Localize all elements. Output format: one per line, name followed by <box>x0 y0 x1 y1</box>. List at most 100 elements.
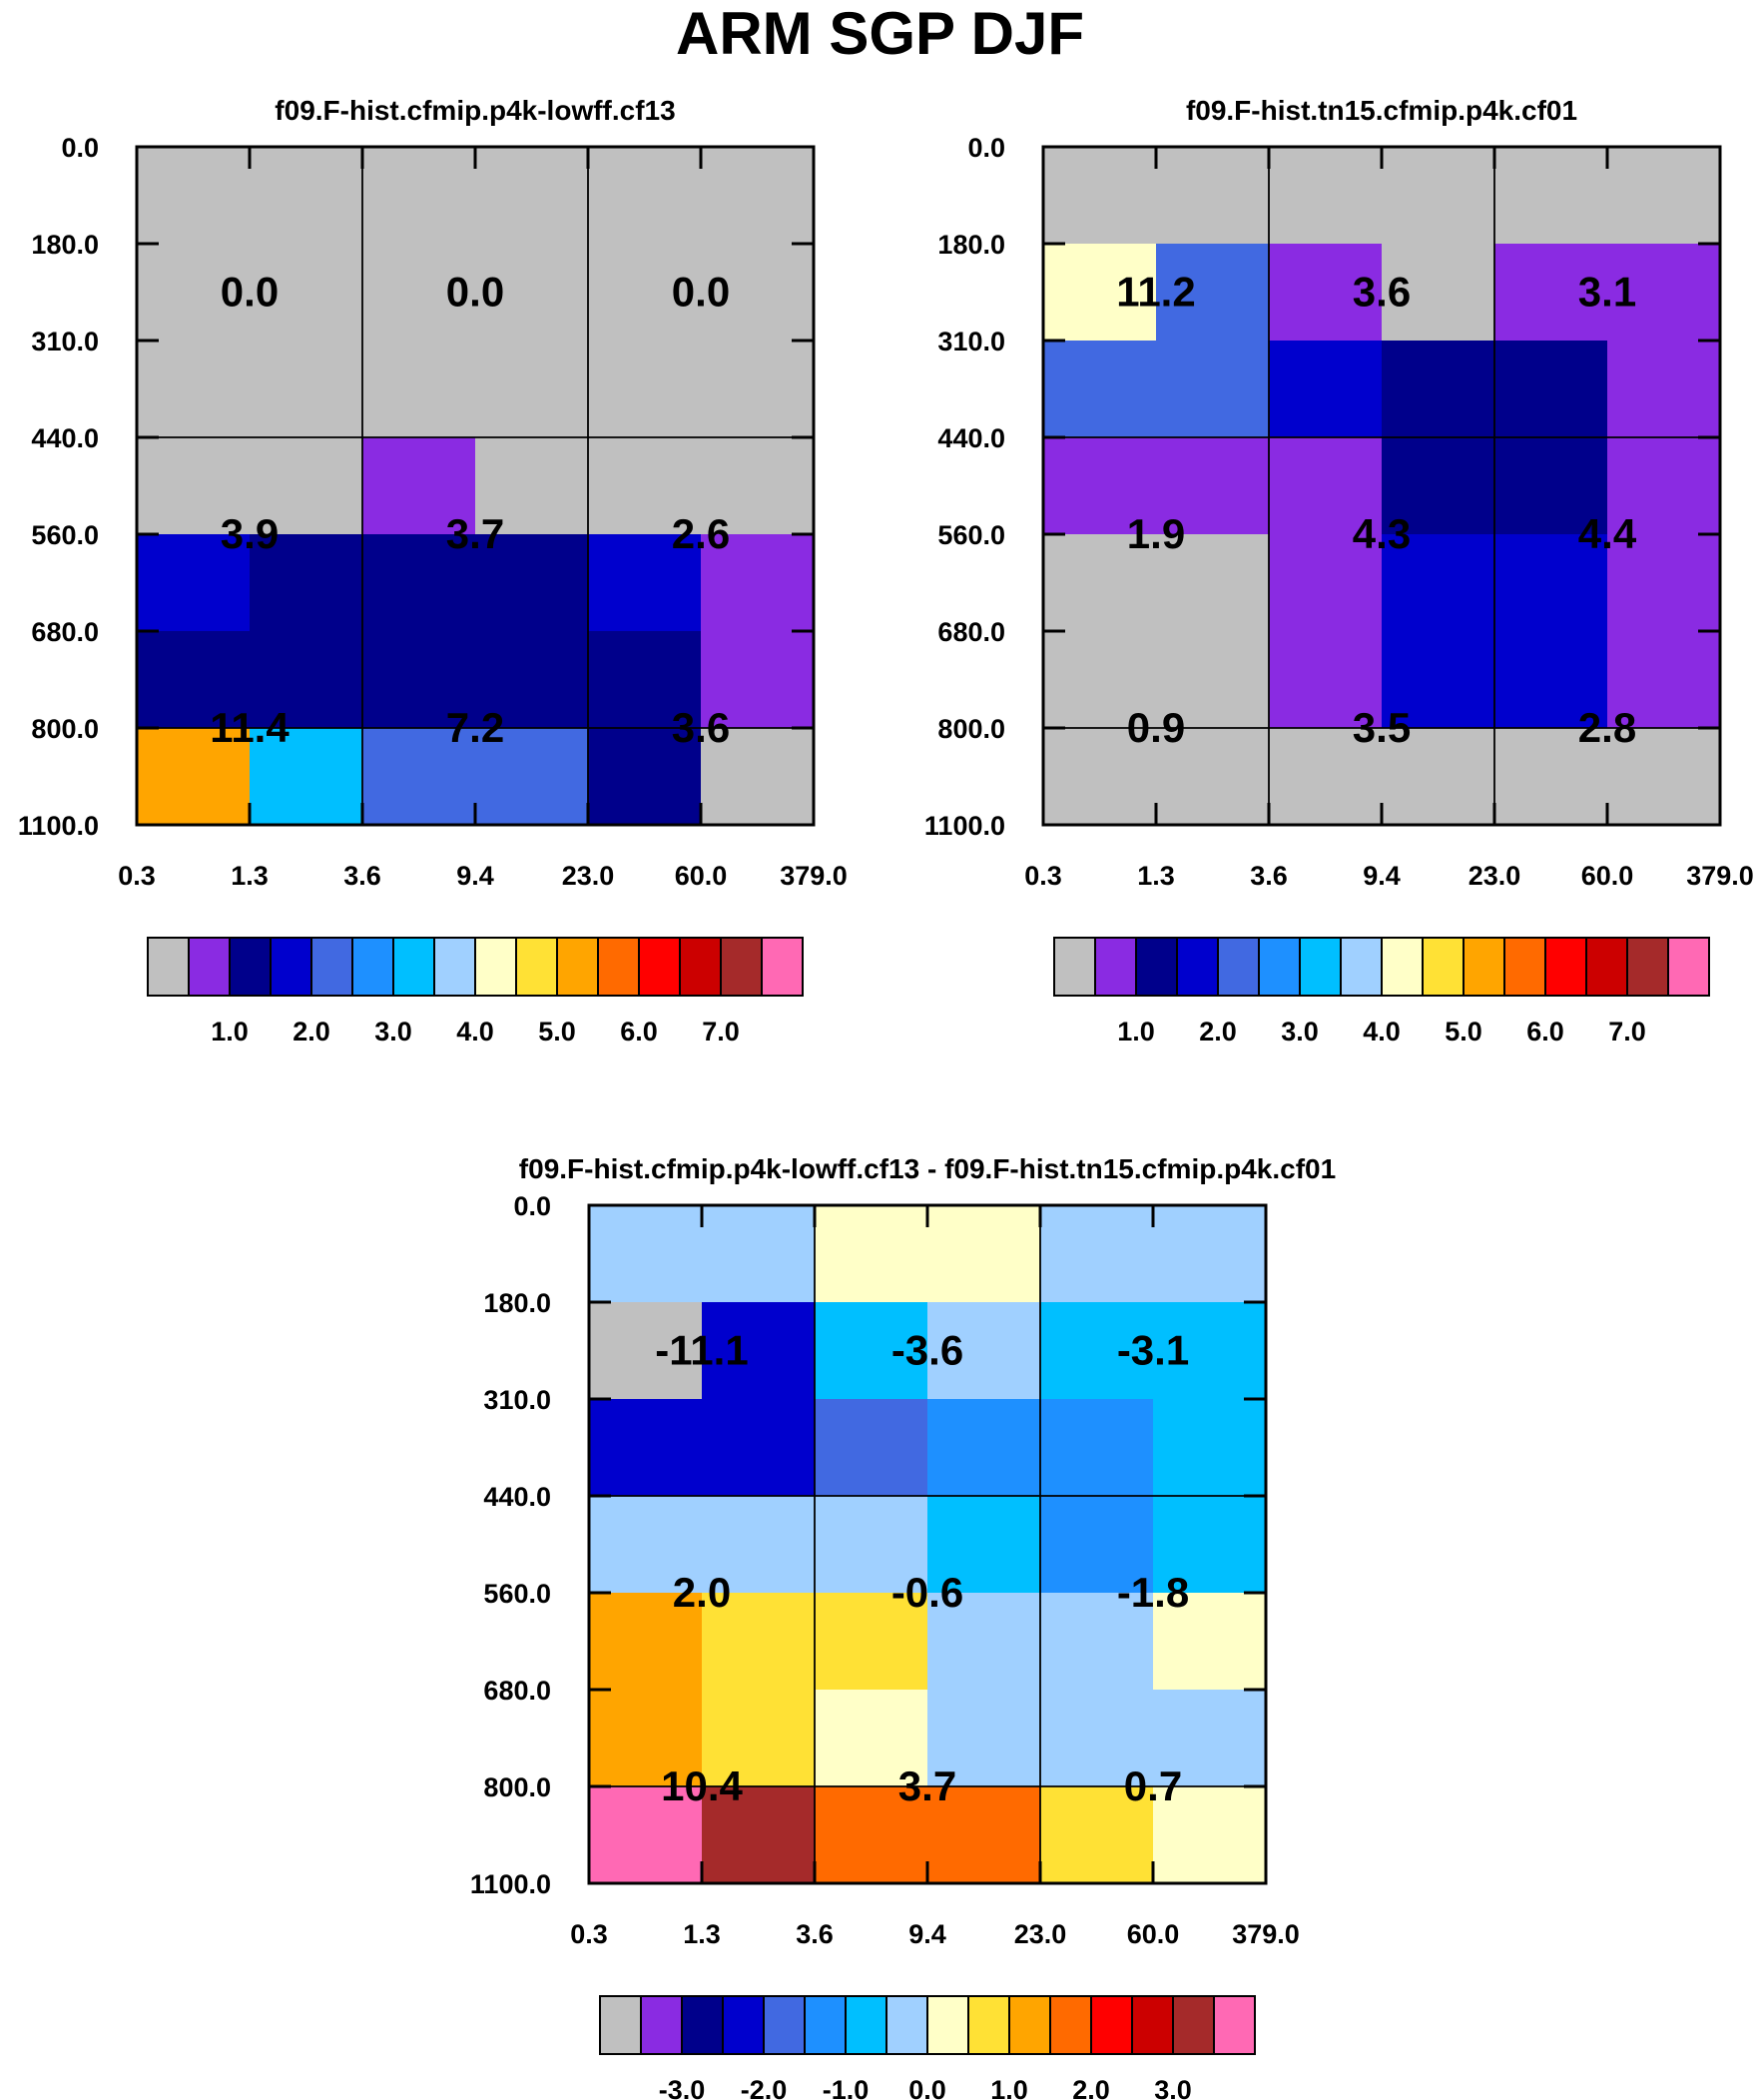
heatmap-cell <box>1153 1496 1267 1594</box>
colorbar-label: 2.0 <box>293 1017 330 1047</box>
heatmap-cell <box>588 534 702 632</box>
x-tick-label: 60.0 <box>1127 1919 1180 1949</box>
heatmap-cell <box>589 1302 703 1400</box>
panel-title: f09.F-hist.cfmip.p4k-lowff.cf13 <box>275 95 675 126</box>
heatmap-cell <box>362 631 476 729</box>
heatmap-cell <box>1043 728 1157 826</box>
colorbar-label: 3.0 <box>374 1017 412 1047</box>
heatmap-cell <box>1040 1593 1154 1691</box>
heatmap-cell <box>475 728 589 826</box>
block-value-label: 4.4 <box>1578 510 1637 557</box>
x-tick-label: 23.0 <box>1014 1919 1067 1949</box>
heatmap-cell <box>815 1205 928 1303</box>
heatmap-cell <box>475 341 589 438</box>
x-tick-label: 60.0 <box>675 861 728 891</box>
block-value-label: 3.7 <box>898 1762 956 1809</box>
heatmap-cell <box>815 1399 928 1497</box>
heatmap-cell <box>1607 341 1721 438</box>
y-tick-label: 180.0 <box>483 1288 551 1318</box>
heatmap-cell <box>702 1593 816 1691</box>
colorbar-label: -2.0 <box>741 2075 788 2100</box>
heatmap-cell <box>1156 147 1270 245</box>
colorbar-box <box>679 937 722 997</box>
heatmap-cell <box>589 1496 703 1594</box>
heatmap-cell <box>1382 147 1495 245</box>
heatmap-cell <box>1040 1690 1154 1787</box>
colorbar-box <box>1217 937 1260 997</box>
heatmap-cell <box>362 147 476 245</box>
colorbar-box <box>599 1995 642 2055</box>
heatmap-cell <box>701 147 815 245</box>
heatmap-cell <box>1156 631 1270 729</box>
heatmap-cell <box>1382 437 1495 535</box>
heatmap-cell <box>475 631 589 729</box>
heatmap-cell <box>701 728 815 826</box>
colorbar-label: 5.0 <box>1445 1017 1482 1047</box>
colorbar-box <box>1213 1995 1256 2055</box>
heatmap-cell <box>1043 147 1157 245</box>
heatmap-cell <box>137 341 251 438</box>
heatmap-cell <box>588 631 702 729</box>
heatmap-cell <box>589 1399 703 1497</box>
x-tick-label: 9.4 <box>908 1919 946 1949</box>
block-value-label: 0.0 <box>672 269 730 316</box>
colorbar-box <box>638 937 681 997</box>
heatmap-cell <box>1156 437 1270 535</box>
block-value-label: 0.9 <box>1127 704 1185 751</box>
panel-left: f09.F-hist.cfmip.p4k-lowff.cf13 0.0 180.0 3… <box>18 95 848 1047</box>
y-tick-label: 800.0 <box>937 714 1005 744</box>
heatmap-cell <box>589 1690 703 1787</box>
colorbar-box <box>597 937 640 997</box>
heatmap-cell <box>588 437 702 535</box>
colorbar-box <box>1258 937 1301 997</box>
colorbar-box <box>1053 937 1096 997</box>
y-tick-label: 1100.0 <box>470 1869 551 1899</box>
heatmap-cell <box>1153 1302 1267 1400</box>
heatmap-cell <box>137 534 251 632</box>
heatmap-cell <box>362 437 476 535</box>
x-tick-label: 379.0 <box>1686 861 1754 891</box>
colorbar-box <box>1381 937 1424 997</box>
colorbar-box <box>474 937 517 997</box>
block-value-label: 2.0 <box>673 1569 731 1616</box>
colorbar-box <box>763 1995 806 2055</box>
heatmap-cell <box>815 1593 928 1691</box>
colorbar-label: 3.0 <box>1154 2075 1192 2100</box>
colorbar-box <box>310 937 353 997</box>
x-tick-label: 379.0 <box>780 861 848 891</box>
heatmap-cell <box>927 1399 1041 1497</box>
colorbar-box <box>1049 1995 1092 2055</box>
block-value-label: 1.9 <box>1127 510 1185 557</box>
heatmap-cell <box>701 244 815 342</box>
heatmap-cell <box>1494 631 1608 729</box>
heatmap-cell <box>815 1786 928 1884</box>
y-tick-label: 180.0 <box>31 230 99 260</box>
x-tick-label: 23.0 <box>1468 861 1521 891</box>
heatmap-cell <box>1269 147 1383 245</box>
panel-difference: f09.F-hist.cfmip.p4k-lowff.cf13 - f09.F-… <box>470 1153 1336 2100</box>
heatmap-cell <box>250 728 363 826</box>
colorbar-label: -3.0 <box>659 2075 706 2100</box>
heatmap-cell <box>927 1690 1041 1787</box>
x-tick-label: 3.6 <box>1250 861 1288 891</box>
x-tick-label: 60.0 <box>1581 861 1634 891</box>
main-title: ARM SGP DJF <box>676 0 1084 67</box>
heatmap-cell <box>1269 244 1383 342</box>
heatmap-cell <box>362 244 476 342</box>
colorbar-box <box>1544 937 1587 997</box>
colorbar-box <box>1090 1995 1133 2055</box>
block-value-label: 0.7 <box>1124 1762 1182 1809</box>
colorbar-box <box>433 937 476 997</box>
colorbar-box <box>722 1995 765 2055</box>
colorbar-label: 6.0 <box>620 1017 658 1047</box>
heatmap-cell <box>1040 1302 1154 1400</box>
heatmap-cell <box>1494 244 1608 342</box>
heatmap-cell <box>702 1496 816 1594</box>
heatmap-cell <box>1043 244 1157 342</box>
y-tick-label: 680.0 <box>31 617 99 647</box>
x-tick-label: 1.3 <box>1137 861 1175 891</box>
heatmap-cell <box>1153 1593 1267 1691</box>
x-tick-label: 3.6 <box>796 1919 834 1949</box>
block-value-label: 0.0 <box>446 269 504 316</box>
colorbar-box <box>1463 937 1505 997</box>
